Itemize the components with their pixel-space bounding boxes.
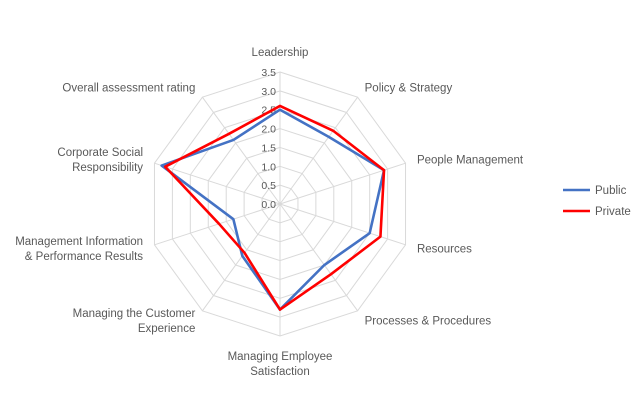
category-label-line: Managing Employee <box>228 351 333 363</box>
category-label: Processes & Procedures <box>365 316 492 328</box>
category-label: Resources <box>417 244 472 256</box>
category-label-line: Management Information <box>15 236 143 248</box>
tick-label: 3.5 <box>261 67 276 79</box>
legend-label: Private <box>595 206 631 218</box>
series-lines <box>160 104 386 311</box>
category-label-line: Responsibility <box>72 162 143 174</box>
category-label: Managing Employee Satisfaction <box>228 351 333 378</box>
axis-spoke <box>154 162 281 205</box>
radial-tick-labels: 0.00.51.01.52.02.53.03.5 <box>261 67 276 211</box>
axis-spoke <box>279 162 406 205</box>
category-label-line: Managing the Customer <box>73 308 196 320</box>
category-labels: Leadership Policy & Strategy People Manage… <box>15 47 524 378</box>
category-label: Corporate Social Responsibility <box>57 147 143 174</box>
category-label-line: Processes & Procedures <box>365 316 492 328</box>
tick-label: 0.0 <box>261 199 276 211</box>
tick-label: 1.0 <box>261 161 276 173</box>
legend: Public Private <box>563 185 631 218</box>
category-label: Leadership <box>252 47 309 59</box>
category-label-line: Overall assessment rating <box>62 83 195 95</box>
category-label: Overall assessment rating <box>62 83 195 95</box>
tick-label: 2.0 <box>261 124 276 136</box>
category-label-line: Satisfaction <box>250 366 309 378</box>
category-label-line: Resources <box>417 244 472 256</box>
legend-item: Public <box>563 185 627 197</box>
category-label-line: Policy & Strategy <box>365 83 453 95</box>
axis-spoke <box>202 96 281 205</box>
axis-spoke <box>279 203 406 246</box>
axis-spoke <box>279 203 358 312</box>
tick-label: 0.5 <box>261 180 276 192</box>
tick-label: 1.5 <box>261 142 276 154</box>
category-label-line: & Performance Results <box>25 251 143 263</box>
category-label: Management Information & Performance Resu… <box>15 236 143 263</box>
category-label-line: People Management <box>417 155 524 167</box>
category-label-line: Corporate Social <box>57 147 143 159</box>
series-line-private <box>163 104 386 311</box>
axis-spoke <box>202 203 281 312</box>
legend-label: Public <box>595 185 627 197</box>
category-label-line: Leadership <box>252 47 309 59</box>
tick-label: 3.0 <box>261 86 276 98</box>
axis-spoke <box>154 203 281 246</box>
legend-item: Private <box>563 206 631 218</box>
category-label: Managing the Customer Experience <box>73 308 196 335</box>
category-label: Policy & Strategy <box>365 83 453 95</box>
category-label: People Management <box>417 155 524 167</box>
axis-spoke <box>279 96 358 205</box>
category-label-line: Experience <box>138 323 196 335</box>
